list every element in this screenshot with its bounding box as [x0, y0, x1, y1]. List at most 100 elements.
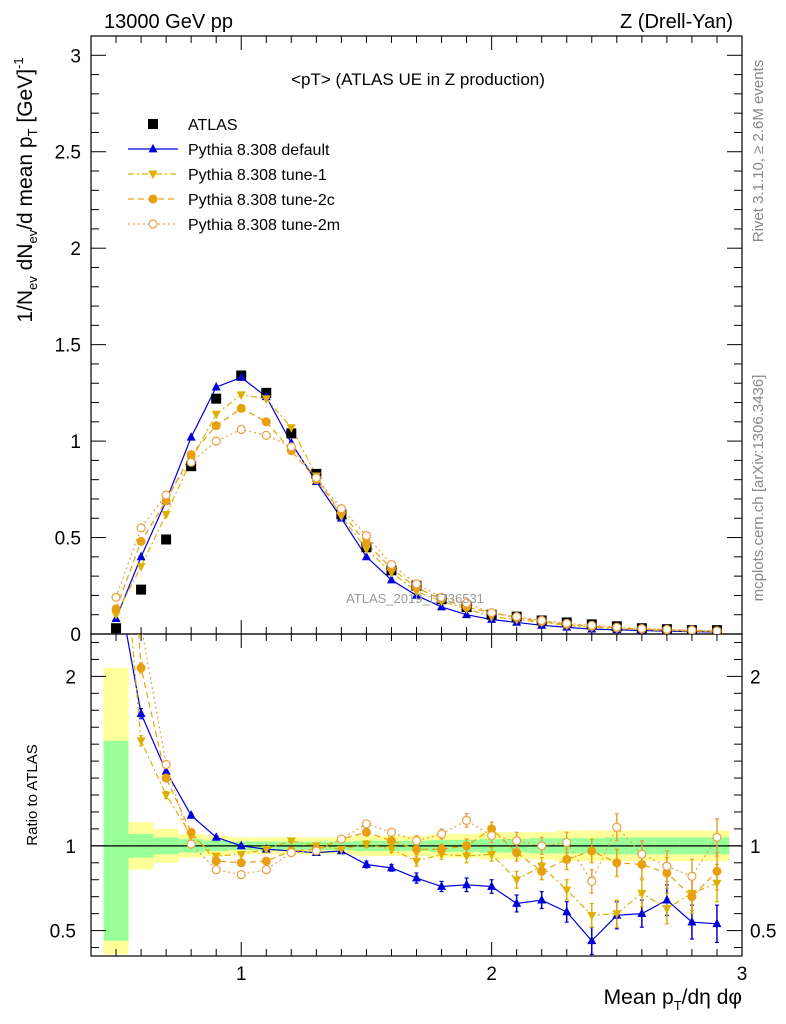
pythia-8-308-tune-2c-ratio-point	[612, 858, 622, 868]
pythia-8-308-default-ratio-point	[537, 894, 547, 904]
pythia-8-308-tune-2c-ratio-point	[386, 836, 396, 846]
pythia-8-308-tune-1-ratio-point	[712, 879, 722, 889]
pythia-8-308-default-ratio-point	[587, 935, 597, 945]
x-tick-label: 2	[486, 964, 497, 985]
watermark: ATLAS_2019_I1736531	[346, 591, 484, 606]
pythia-8-308-tune-2m-ratio-point	[612, 822, 622, 832]
pythia-8-308-tune-2m-ratio-point	[637, 849, 647, 859]
pythia-8-308-tune-2c-ratio-point	[236, 858, 246, 868]
pythia-8-308-default-ratio-point	[437, 881, 447, 890]
atlas-point	[136, 584, 147, 595]
legend-marker-pythia-8-308-default	[148, 143, 158, 153]
pythia-8-308-tune-2c-ratio-point	[537, 866, 547, 876]
pythia-8-308-tune-1-point	[236, 391, 246, 400]
legend-label-pythia-8-308-default: Pythia 8.308 default	[188, 142, 330, 159]
pythia-8-308-default-ratio-point	[712, 918, 722, 928]
pythia-8-308-tune-2m-ratio-point	[436, 829, 447, 839]
pythia-8-308-tune-2m-ratio-point	[386, 827, 397, 837]
ratio-uncertainty-bands	[103, 667, 730, 955]
ratio-y-tick-label-right: 0.5	[750, 922, 776, 943]
mcplots-reference-label: mcplots.cern.ch [arXiv:1306.3436]	[750, 375, 767, 602]
pythia-8-308-tune-2c-point	[186, 450, 196, 460]
pythia-8-308-tune-2m-ratio-point	[336, 834, 346, 844]
ratio-y-tick-label-left: 2	[65, 667, 76, 688]
pythia-8-308-default-point	[136, 551, 146, 561]
pythia-8-308-tune-2m-ratio-point	[361, 819, 372, 829]
header-left: 13000 GeV pp	[104, 11, 233, 33]
ratio-y-axis-label: Ratio to ATLAS	[24, 744, 41, 845]
pythia-8-308-tune-2c-ratio-point	[587, 846, 597, 856]
pythia-8-308-tune-2c-point	[136, 536, 146, 546]
pythia-8-308-tune-2c-ratio-point	[161, 773, 171, 783]
legend-label-pythia-8-308-tune-1: Pythia 8.308 tune-1	[188, 167, 327, 184]
pythia-8-308-tune-1-ratio-point	[562, 886, 572, 896]
pythia-8-308-tune-2c-ratio-point	[412, 844, 421, 854]
pythia-8-308-tune-1-ratio-point	[286, 837, 296, 846]
pythia-8-308-tune-2m-point	[336, 504, 346, 514]
ratio-y-tick-label-right: 1	[750, 837, 761, 858]
main-y-tick-label: 3	[70, 46, 81, 67]
pythia-8-308-tune-2m-point	[161, 490, 171, 500]
legend-marker-pythia-8-308-tune-2m	[148, 219, 158, 229]
pythia-8-308-tune-2m-point	[612, 622, 622, 632]
ratio-y-tick-label-left: 0.5	[50, 922, 76, 943]
pythia-8-308-tune-2c-point	[236, 403, 246, 413]
pythia-8-308-tune-1-point	[286, 424, 296, 433]
pythia-8-308-tune-1-ratio-point	[112, 453, 121, 462]
pythia-8-308-tune-2m-point	[637, 623, 647, 634]
pythia-8-308-tune-2m-ratio-point	[487, 831, 497, 841]
pythia-8-308-tune-2c-ratio-point	[712, 866, 722, 876]
pythia-8-308-tune-2m-ratio-point	[562, 837, 572, 848]
rivet-version-label: Rivet 3.1.10, ≥ 2.6M events	[750, 60, 767, 243]
pythia-8-308-tune-2m-point	[461, 598, 472, 608]
legend-marker-atlas	[148, 119, 158, 129]
pythia-8-308-tune-2c-point	[261, 417, 271, 427]
pythia-8-308-tune-2m-ratio-point	[411, 836, 422, 846]
pythia-8-308-tune-2c-ratio-point	[186, 827, 196, 837]
main-y-tick-label: 2	[70, 239, 81, 260]
pythia-8-308-default-ratio-point	[112, 570, 121, 579]
pythia-8-308-default-ratio-point	[161, 766, 171, 775]
pythia-8-308-tune-2c-ratio-point	[462, 841, 472, 851]
pythia-8-308-default-ratio-point	[386, 862, 396, 872]
pythia-8-308-tune-2m-ratio-point	[236, 870, 246, 880]
pythia-8-308-tune-2m-point	[687, 625, 697, 634]
atlas-point	[111, 623, 122, 634]
pythia-8-308-default-ratio-point	[462, 879, 472, 889]
legend-marker-pythia-8-308-tune-2c	[148, 194, 158, 204]
pythia-8-308-tune-1-ratio-point	[637, 889, 647, 899]
main-y-tick-label: 0.5	[55, 529, 81, 550]
ratio-y-tick-label-right: 2	[750, 667, 761, 688]
ratio-plot-frame	[90, 633, 743, 957]
pythia-8-308-tune-1-ratio-point	[361, 840, 371, 850]
pythia-8-308-tune-2m-point	[111, 592, 121, 602]
pythia-8-308-tune-1-ratio-point	[161, 791, 171, 801]
pythia-8-308-tune-2c-ratio-point	[361, 827, 371, 837]
pythia-8-308-tune-1-ratio-point	[336, 845, 346, 855]
pythia-8-308-default-ratio-point	[361, 859, 371, 868]
pythia-8-308-tune-1-ratio-point	[587, 911, 597, 921]
pythia-8-308-tune-2m-point	[311, 473, 321, 483]
pythia-8-308-tune-2m-ratio-point	[712, 832, 722, 842]
x-tick-label: 1	[236, 964, 247, 985]
pythia-8-308-tune-1-ratio-point	[662, 905, 672, 914]
pythia-8-308-tune-2m-point	[436, 592, 447, 602]
pythia-8-308-tune-2c-ratio-point	[637, 859, 647, 869]
pythia-8-308-tune-2c-point	[111, 604, 121, 614]
pythia-8-308-tune-1-ratio-point	[512, 876, 522, 885]
pythia-8-308-tune-1-ratio-point	[612, 910, 622, 919]
pythia-8-308-tune-2m-point	[537, 615, 547, 626]
pythia-8-308-tune-2m-ratio-point	[537, 841, 547, 851]
pythia-8-308-tune-2m-point	[186, 457, 196, 467]
pythia-8-308-tune-2m-point	[211, 436, 221, 446]
pythia-8-308-tune-1-ratio-point	[261, 845, 271, 855]
pythia-8-308-tune-2m-ratio-point	[461, 815, 472, 826]
pythia-8-308-tune-1-point	[136, 563, 146, 572]
pythia-8-308-tune-2c-ratio-point	[487, 824, 497, 834]
ratio-series-layer	[112, 453, 722, 955]
pythia-8-308-tune-2m-point	[662, 624, 672, 634]
pythia-8-308-tune-2c-ratio-point	[562, 854, 572, 864]
pythia-8-308-tune-1-point	[111, 611, 121, 620]
atlas-point	[211, 393, 222, 404]
main-y-tick-label: 2.5	[55, 143, 81, 164]
